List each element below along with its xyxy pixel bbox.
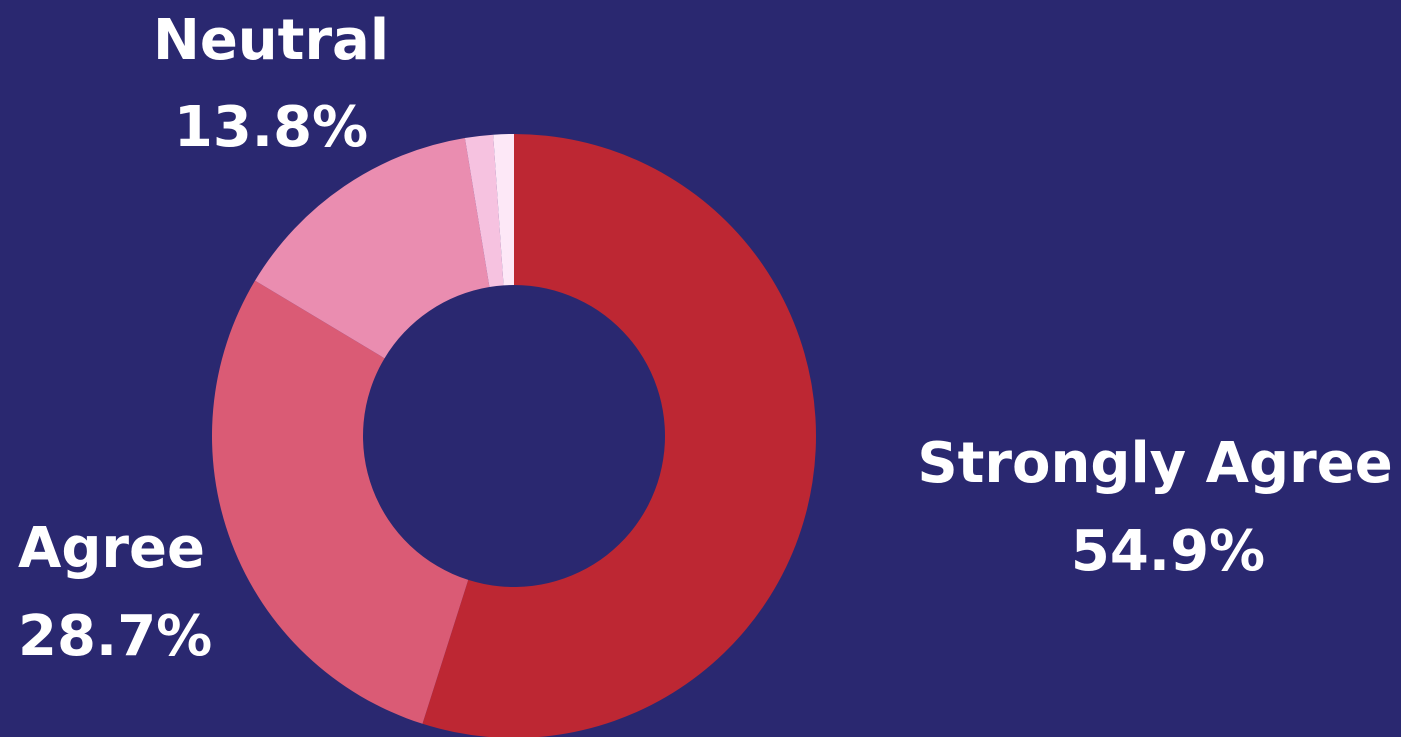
- label-agree-value: 28.7%: [18, 604, 212, 669]
- label-neutral-name: Neutral: [153, 8, 389, 73]
- slice-minor-3: [464, 134, 504, 288]
- slice-labels: Strongly Agree 54.9% Agree 28.7% Neutral…: [18, 8, 1393, 669]
- slice-minor-4: [493, 134, 514, 286]
- label-agree-name: Agree: [18, 516, 205, 581]
- slice-strongly-agree: [422, 134, 816, 737]
- label-strongly-agree-name: Strongly Agree: [917, 431, 1392, 496]
- label-strongly-agree-value: 54.9%: [1071, 519, 1265, 584]
- slice-agree: [212, 280, 469, 724]
- donut-slices: [212, 134, 816, 737]
- label-neutral-value: 13.8%: [174, 95, 368, 160]
- slice-neutral: [255, 138, 490, 359]
